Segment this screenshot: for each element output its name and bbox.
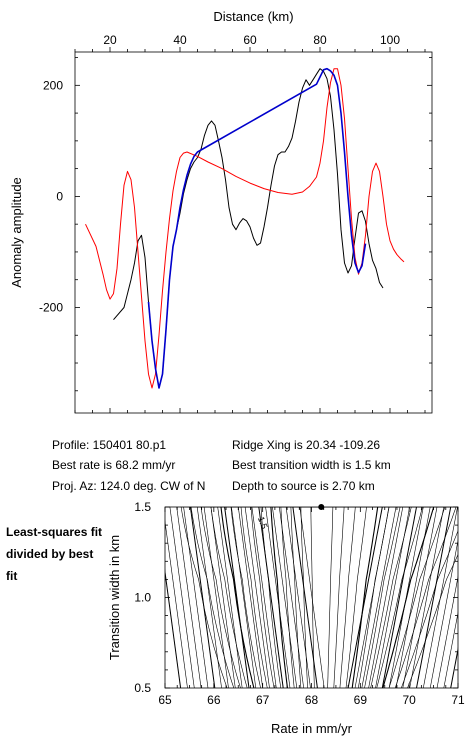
x-tick-label: 70 [402, 693, 416, 707]
contour-line [240, 507, 412, 688]
contour-line [260, 507, 390, 688]
contour-line [409, 507, 445, 688]
contour-line [450, 646, 458, 688]
contour-line [231, 507, 257, 688]
contour-line [217, 507, 243, 688]
contour-line [180, 507, 458, 688]
contour-line [285, 507, 311, 688]
contour-line [429, 538, 458, 688]
best-width-label: Best transition width is 1.5 km [232, 458, 391, 472]
contour-line [258, 507, 284, 688]
contour-line [361, 507, 397, 688]
projection-azimuth-label: Proj. Az: 124.0 deg. CW of N [52, 479, 206, 493]
contour-line [381, 507, 417, 688]
contour-line [279, 507, 304, 688]
contour-line [176, 507, 202, 688]
x-tick-label: 80 [313, 33, 327, 47]
y-tick-label: 0 [56, 189, 63, 203]
contour-line [290, 507, 356, 688]
x-axis-label: Rate in mm/yr [271, 721, 353, 736]
contour-line [416, 507, 452, 688]
contour-line [375, 507, 410, 688]
series-line-2 [147, 67, 367, 389]
x-tick-label: 68 [305, 693, 319, 707]
contour-line [230, 507, 423, 688]
contour-line [210, 507, 446, 688]
contour-line [292, 507, 318, 688]
x-axis-label: Distance (km) [213, 9, 293, 24]
y-tick-label: 1.5 [134, 500, 151, 514]
anomaly-profile-chart: 20 40 60 80 100 -200 0 200 Distance (km) Anomaly … [9, 9, 433, 414]
x-tick-label: 66 [207, 693, 221, 707]
x-tick-label: 67 [256, 693, 270, 707]
contour-line [423, 507, 458, 688]
contour-line [238, 507, 263, 688]
contour-line [244, 507, 270, 688]
contour-line [210, 507, 236, 688]
contour-line [190, 507, 458, 688]
contour-line [251, 507, 277, 688]
profile-label: Profile: 150401 80.p1 [52, 438, 167, 452]
contour-line [300, 507, 345, 688]
best-rate-label: Best rate is 68.2 mm/yr [52, 458, 176, 472]
misfit-contour-chart: 65 66 67 68 69 70 71 0.5 1.0 1.5 Rate in mm/yr Tran… [107, 500, 465, 736]
contour-line [299, 507, 325, 688]
contour-line [265, 507, 291, 688]
contour-line [310, 507, 334, 688]
x-tick-label: 65 [158, 693, 172, 707]
y-tick-label: 200 [43, 78, 63, 92]
y-tick-label: -200 [39, 300, 63, 314]
contour-line [272, 507, 298, 688]
contour-line [395, 507, 431, 688]
x-tick-label: 69 [354, 693, 368, 707]
contour-line [169, 507, 195, 688]
x-tick-label: 20 [103, 33, 117, 47]
contour-line [368, 507, 404, 688]
contour-line [196, 507, 222, 688]
contour-line [436, 575, 458, 688]
contour-line [189, 507, 216, 688]
y-tick-label: 1.0 [134, 591, 151, 605]
contour-line [402, 507, 438, 688]
series-line-1 [85, 68, 405, 389]
contour-line [443, 611, 458, 688]
contour-value-label: 1.5 [256, 515, 270, 530]
contour-line [203, 507, 229, 688]
best-fit-marker [318, 504, 325, 510]
contour-line [250, 507, 401, 688]
contour-line [165, 519, 188, 688]
x-tick-label: 100 [380, 33, 400, 47]
contour-line [347, 507, 383, 688]
series-line-0 [113, 68, 384, 389]
contour-lines [165, 507, 458, 688]
contour-line [388, 507, 424, 688]
contour-description: Least-squares fit divided by best fit [6, 525, 103, 583]
contour-line [270, 507, 379, 688]
y-axis-label: Anomaly amplitude [9, 177, 24, 288]
x-tick-label: 60 [243, 33, 257, 47]
x-tick-label: 40 [173, 33, 187, 47]
y-axis-label: Transition width in km [107, 535, 122, 660]
source-depth-label: Depth to source is 2.70 km [232, 479, 375, 493]
contour-line [200, 507, 457, 688]
contour-line [224, 507, 250, 688]
contour-line [183, 507, 209, 688]
y-tick-label: 0.5 [134, 681, 151, 695]
ridge-crossing-label: Ridge Xing is 20.34 -109.26 [232, 438, 381, 452]
plot-frame [74, 51, 433, 414]
contour-line [354, 507, 390, 688]
x-tick-label: 71 [451, 693, 465, 707]
